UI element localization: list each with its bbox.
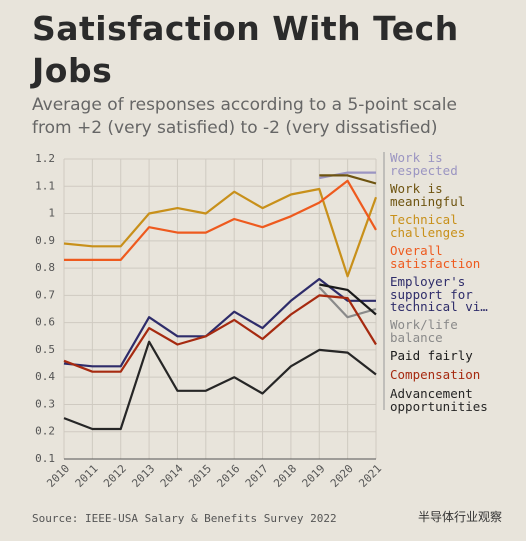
y-tick-label: 0.4 (35, 370, 55, 383)
y-tick-label: 0.3 (35, 397, 55, 410)
y-tick-label: 1 (48, 207, 55, 220)
legend-label: Work/life balance (390, 317, 458, 345)
legend-label: Work is meaningful (390, 181, 466, 209)
legend-label: Employer's support for technical vi… (390, 274, 488, 314)
legend-label: Paid fairly (390, 348, 473, 363)
series-line (319, 174, 377, 185)
y-tick-label: 1.1 (35, 179, 55, 192)
y-tick-label: 0.1 (35, 452, 55, 465)
y-tick-label: 0.8 (35, 261, 55, 274)
x-tick-label: 2016 (214, 462, 242, 490)
source: Source: IEEE-USA Salary & Benefits Surve… (32, 512, 337, 525)
x-tick-label: 2018 (271, 462, 299, 490)
series-line (319, 283, 377, 316)
x-tick-label: 2017 (243, 462, 271, 490)
legend-label: Technical challenges (390, 212, 466, 240)
x-tick-label: 2012 (101, 462, 129, 490)
x-tick-label: 2010 (44, 462, 72, 490)
legend-label: Advancement opportunities (390, 386, 488, 414)
series-line (63, 294, 377, 373)
y-tick-label: 0.6 (35, 316, 55, 329)
x-tick-label: 2019 (300, 462, 328, 490)
y-tick-label: 0.7 (35, 288, 55, 301)
chart-subtitle: Average of responses according to a 5-po… (32, 95, 457, 138)
series-line (64, 179, 377, 261)
series-line (63, 340, 377, 431)
x-tick-label: 2011 (73, 462, 101, 490)
y-tick-label: 0.5 (35, 343, 55, 356)
x-tick-label: 2021 (356, 462, 384, 490)
x-tick-label: 2013 (129, 462, 157, 490)
series-line (63, 187, 378, 278)
y-tick-label: 0.2 (35, 425, 55, 438)
series-line (63, 277, 376, 368)
x-tick-label: 2020 (328, 462, 356, 490)
y-tick-label: 1.2 (35, 152, 55, 165)
x-tick-label: 2015 (186, 462, 214, 490)
x-tick-label: 2014 (158, 462, 186, 490)
legend-label: Work is respected (390, 150, 458, 178)
chart-title: Satisfaction With Tech Jobs (32, 9, 459, 90)
legend-label: Compensation (390, 367, 481, 382)
y-tick-label: 0.9 (35, 234, 55, 247)
legend-label: Overall satisfaction (390, 243, 481, 271)
watermark: 半导体行业观察 (418, 510, 503, 524)
